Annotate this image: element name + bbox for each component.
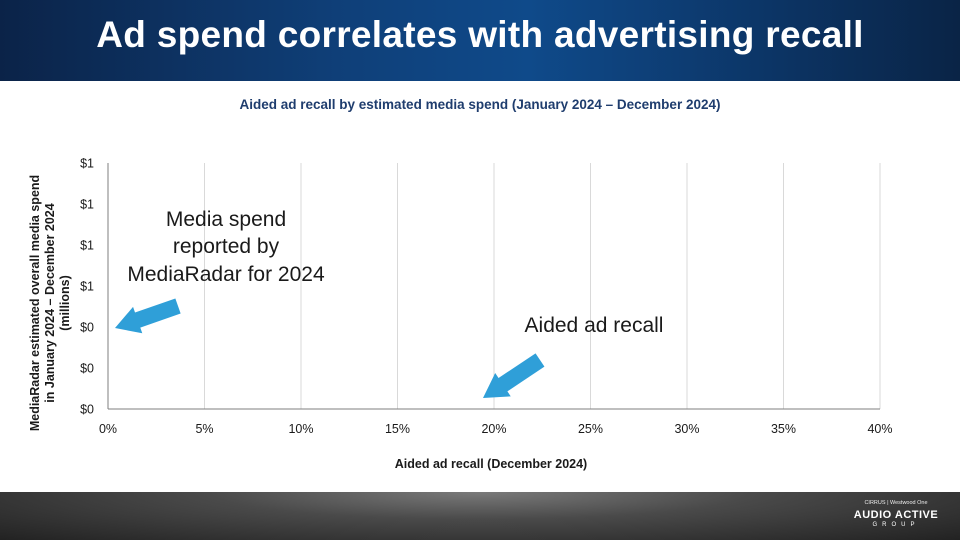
x-tick-label: 0% [99, 422, 117, 436]
x-axis-label: Aided ad recall (December 2024) [395, 457, 587, 471]
y-tick-label: $1 [80, 239, 94, 253]
header-banner: Ad spend correlates with advertising rec… [0, 0, 960, 81]
annotation-aided-recall: Aided ad recall [524, 314, 664, 337]
y-tick-label: $0 [80, 321, 94, 335]
y-tick-label: $0 [80, 403, 94, 417]
y-axis-label: MediaRadar estimated overall media spend… [28, 175, 72, 431]
x-tick-label: 15% [385, 422, 410, 436]
x-tick-label: 30% [674, 422, 699, 436]
y-tick-label: $1 [80, 157, 94, 171]
x-tick-label: 5% [195, 422, 213, 436]
page-title: Ad spend correlates with advertising rec… [96, 14, 864, 55]
annotation-arrow-y [115, 298, 181, 334]
x-tick-label: 35% [771, 422, 796, 436]
x-tick-label: 25% [578, 422, 603, 436]
y-tick-label: $0 [80, 362, 94, 376]
logo-top-text: CIRRUS | Westwood One [864, 500, 928, 506]
y-axis-label-line: MediaRadar estimated overall media spend [28, 175, 42, 431]
logo-sub-text: GROUP [872, 522, 920, 528]
audio-active-group-logo: CIRRUS | Westwood One AUDIO ACTIVE GROUP [846, 500, 946, 528]
logo-main-text: AUDIO ACTIVE [853, 509, 939, 521]
chart-title: Aided ad recall by estimated media spend… [239, 97, 721, 112]
annotation-media-spend: Media spend reported by MediaRadar for 2… [127, 208, 325, 286]
y-tick-label: $1 [80, 280, 94, 294]
footer-bar: CIRRUS | Westwood One AUDIO ACTIVE GROUP [0, 492, 960, 540]
y-axis-label-line: (millions) [58, 275, 72, 331]
x-tick-label: 20% [481, 422, 506, 436]
x-tick-label: 40% [867, 422, 892, 436]
x-tick-label: 10% [288, 422, 313, 436]
y-tick-label: $1 [80, 198, 94, 212]
scatter-chart: 0% 5% 10% 15% 20% 25% 30% 35% 40% $0 $0 $0 $1 $1 $1 $1 A… [28, 157, 893, 472]
annotation-arrow-x [483, 353, 545, 398]
y-axis-label-line: in January 2024 – December 2024 [43, 203, 57, 402]
